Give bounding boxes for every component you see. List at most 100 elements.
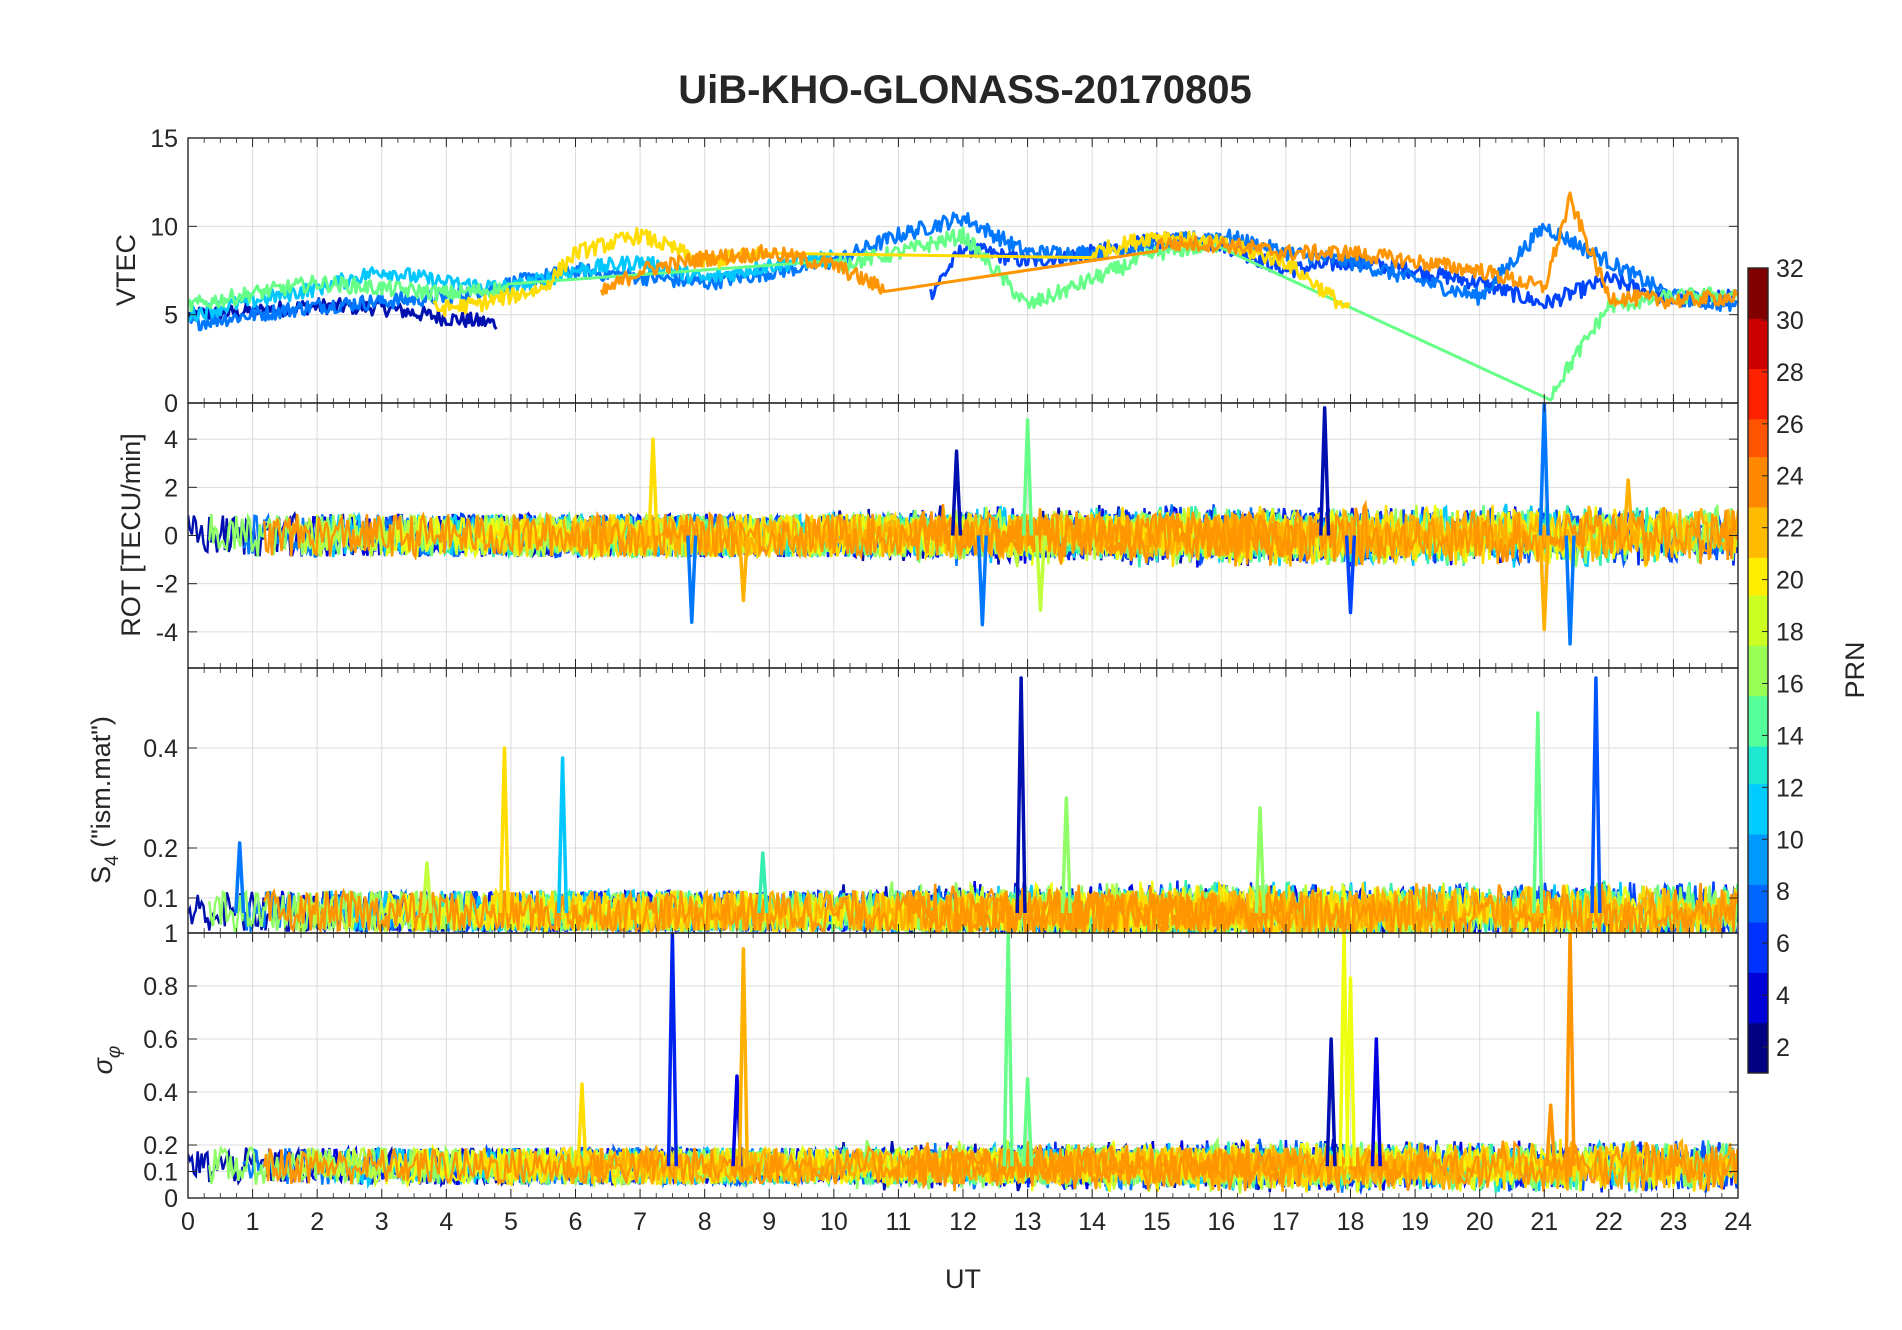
spike-prn-6 — [1344, 535, 1357, 615]
colorbar-cell — [1748, 670, 1768, 684]
y-tick-label: 0.4 — [143, 735, 178, 763]
colorbar-cell — [1748, 393, 1768, 407]
colorbar-label: PRN — [1840, 641, 1870, 698]
vtec-ylabel: VTEC — [111, 234, 141, 306]
x-tick-label: 14 — [1078, 1208, 1106, 1236]
colorbar-tick-label: 28 — [1776, 359, 1804, 387]
colorbar-cell — [1748, 796, 1768, 810]
s4-ylabel-sub: 4 — [102, 855, 123, 866]
x-tick-label: 17 — [1272, 1208, 1300, 1236]
spike-prn-18 — [421, 861, 433, 914]
rot-panel: -4 -2 0 2 4 ROT [TECU/min] — [116, 402, 1739, 669]
sigma-phi-ticks: 00.10.20.40.60.810 1 2 3 4 5 6 7 8 9 10 11 12 13 14 15 1… — [143, 920, 1752, 1236]
x-tick-label: 10 — [820, 1208, 848, 1236]
spike-prn-7 — [1590, 676, 1602, 914]
colorbar-cell — [1748, 1060, 1768, 1074]
y-tick-label: -2 — [156, 571, 178, 599]
colorbar-cell — [1748, 922, 1768, 936]
colorbar-cell — [1748, 745, 1768, 760]
y-tick-label: 2 — [164, 474, 178, 502]
x-tick-label: 12 — [949, 1208, 977, 1236]
colorbar-cell — [1748, 884, 1768, 898]
colorbar-cell — [1748, 330, 1768, 344]
colorbar-cell — [1748, 959, 1768, 973]
y-tick-label: 5 — [164, 302, 178, 330]
spike-prn-20 — [498, 746, 511, 914]
colorbar-cell — [1748, 1035, 1768, 1049]
colorbar-tick-label: 4 — [1776, 982, 1790, 1010]
colorbar-cell — [1748, 720, 1768, 734]
s4-series — [188, 676, 1738, 933]
rot-ticks: -4 -2 0 2 4 — [156, 403, 1739, 668]
colorbar-cell — [1748, 444, 1768, 458]
x-tick-label: 8 — [698, 1208, 712, 1236]
spike-prn-8 — [1538, 403, 1550, 536]
series-line-prn-8 — [188, 211, 1738, 332]
x-tick-label: 24 — [1724, 1208, 1752, 1236]
colorbar-cell — [1748, 695, 1768, 709]
spike-prn-4 — [686, 535, 698, 624]
series-line-prn-23-late — [908, 499, 1738, 567]
x-tick-label: 5 — [504, 1208, 518, 1236]
colorbar-cell — [1748, 758, 1768, 772]
y-tick-label: 15 — [150, 125, 178, 153]
colorbar-cell — [1748, 318, 1768, 332]
colorbar-cell — [1748, 783, 1768, 797]
x-tick-label: 9 — [762, 1208, 776, 1236]
colorbar-cell — [1748, 1047, 1768, 1061]
x-tick-label: 6 — [569, 1208, 583, 1236]
vtec-panel: 0 5 10 15 VTEC — [111, 125, 1739, 418]
vtec-series — [188, 191, 1738, 402]
spike-prn-16 — [1021, 418, 1034, 536]
spike-prn-3 — [1370, 1037, 1382, 1167]
spike-prn-19 — [1344, 976, 1357, 1167]
series-line-prn-11 — [188, 249, 834, 323]
colorbar-cell — [1748, 595, 1768, 609]
x-tick-label: 21 — [1530, 1208, 1558, 1236]
colorbar-cell — [1748, 834, 1768, 848]
spike-prn-20 — [576, 1082, 588, 1167]
colorbar-cell — [1748, 356, 1768, 370]
sigma-phi-ylabel-sub: φ — [104, 1046, 125, 1058]
y-tick-label: 0.2 — [143, 1132, 178, 1160]
colorbar-cell — [1748, 846, 1768, 860]
y-tick-label: -4 — [156, 619, 178, 647]
colorbar-cell — [1748, 972, 1768, 986]
chart-title: UiB-KHO-GLONASS-20170805 — [678, 68, 1252, 112]
colorbar-tick-label: 8 — [1776, 878, 1790, 906]
colorbar-tick-label: 12 — [1776, 774, 1804, 802]
colorbar-cell — [1748, 645, 1768, 659]
colorbar-cell — [1748, 280, 1768, 294]
colorbar-tick-label: 32 — [1776, 255, 1804, 283]
series-line-prn-16 — [188, 226, 1737, 402]
spike-prn-16 — [1002, 933, 1014, 1167]
x-axis-label: UT — [945, 1264, 981, 1294]
colorbar-cell — [1748, 293, 1768, 307]
s4-ylabel: S4 ("ism.mat") — [86, 716, 123, 884]
y-tick-label: 0.6 — [143, 1026, 178, 1054]
colorbar-cell — [1748, 620, 1768, 634]
series-line-prn-20 — [432, 227, 1351, 318]
series-line-prn-23-late — [908, 1139, 1738, 1193]
colorbar-cell — [1748, 268, 1768, 282]
colorbar-cell — [1748, 771, 1768, 785]
x-tick-label: 7 — [633, 1208, 647, 1236]
colorbar-cell — [1748, 544, 1768, 558]
x-tick-label: 18 — [1337, 1208, 1365, 1236]
spike-prn-22 — [1538, 535, 1550, 632]
y-tick-label: 0.1 — [143, 885, 178, 913]
colorbar-cell — [1748, 532, 1768, 546]
colorbar-tick-label: 24 — [1776, 463, 1804, 491]
colorbar-cell — [1748, 406, 1768, 420]
colorbar-cell — [1748, 821, 1768, 835]
colorbar-cell — [1748, 456, 1768, 470]
colorbar-cell — [1748, 469, 1768, 483]
colorbar-cell — [1748, 683, 1768, 697]
x-tick-label: 16 — [1207, 1208, 1235, 1236]
spike-prn-2 — [1325, 1037, 1337, 1167]
series-line-prn-23-late — [908, 882, 1738, 933]
colorbar-cell — [1748, 733, 1768, 747]
